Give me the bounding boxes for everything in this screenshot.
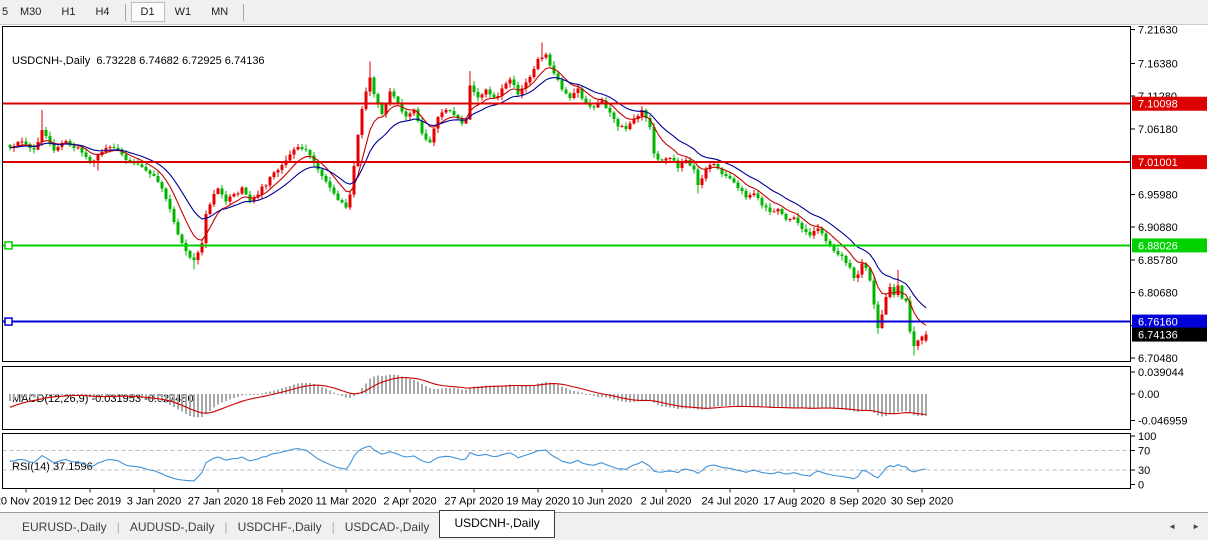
tab-usdchf-daily[interactable]: USDCHF-,Daily [237, 519, 322, 534]
panel-border [2, 26, 1131, 362]
tab-audusd-daily[interactable]: AUDUSD-,Daily [129, 519, 215, 534]
svg-text:30 Sep 2020: 30 Sep 2020 [891, 496, 953, 508]
level-price-tag [1132, 314, 1207, 329]
chart-window: USDCNH-,Daily 6.73228 6.74682 6.72925 6.… [0, 24, 1208, 512]
svg-text:27 Jan 2020: 27 Jan 2020 [188, 496, 249, 508]
svg-text:27 Apr 2020: 27 Apr 2020 [444, 496, 503, 508]
panel-border [2, 366, 1131, 430]
ma-fast-line [9, 67, 927, 326]
candlestick-series [8, 42, 928, 356]
tab-scroll-left-icon[interactable]: ◄ [1168, 522, 1177, 531]
svg-text:19 May 2020: 19 May 2020 [506, 496, 570, 508]
svg-text:7.16380: 7.16380 [1138, 58, 1178, 70]
tab-separator: | [224, 519, 228, 534]
svg-text:6.70480: 6.70480 [1138, 353, 1178, 365]
level-price-tag [1132, 155, 1207, 170]
svg-text:6.74136: 6.74136 [1138, 330, 1178, 342]
svg-text:12 Dec 2019: 12 Dec 2019 [59, 496, 121, 508]
rsi-line [9, 445, 927, 482]
macd-signal-line [9, 377, 927, 416]
timeframe-mn-button[interactable]: MN [201, 2, 238, 22]
tab-eurusd-daily[interactable]: EURUSD-,Daily [22, 519, 107, 534]
level-drag-handle[interactable] [4, 317, 13, 326]
panel-border [2, 433, 1131, 489]
tab-scroll-right-icon[interactable]: ► [1192, 522, 1200, 531]
tab-scroll-arrows: ◄ ► [1168, 522, 1200, 531]
svg-text:6.88026: 6.88026 [1138, 240, 1178, 252]
timeframe-w1-button[interactable]: W1 [165, 2, 202, 22]
tab-separator: | [331, 519, 335, 534]
macd-panel [9, 374, 927, 418]
svg-text:100: 100 [1138, 431, 1156, 443]
svg-text:0.00: 0.00 [1138, 389, 1159, 401]
svg-text:7.06180: 7.06180 [1138, 124, 1178, 136]
svg-text:18 Feb 2020: 18 Feb 2020 [251, 496, 313, 508]
svg-text:17 Aug 2020: 17 Aug 2020 [763, 496, 825, 508]
svg-text:7.01001: 7.01001 [1138, 157, 1178, 169]
svg-text:3 Jan 2020: 3 Jan 2020 [127, 496, 181, 508]
chart-title-ohlc: USDCNH-,Daily 6.73228 6.74682 6.72925 6.… [12, 55, 265, 67]
svg-text:30: 30 [1138, 465, 1150, 477]
current-price-tag [1132, 327, 1207, 342]
svg-text:10 Jun 2020: 10 Jun 2020 [572, 496, 633, 508]
timeframe-h1-button[interactable]: H1 [51, 2, 85, 22]
svg-text:6.95980: 6.95980 [1138, 189, 1178, 201]
symbol-tab-bar: EURUSD-,Daily | AUDUSD-,Daily | USDCHF-,… [0, 509, 1208, 540]
timeframe-m30-button[interactable]: M30 [10, 2, 51, 22]
svg-text:7.10098: 7.10098 [1138, 99, 1178, 111]
svg-text:-0.046959: -0.046959 [1138, 416, 1188, 428]
ma-slow-line [9, 77, 927, 309]
level-drag-handle[interactable] [4, 241, 13, 250]
toolbar-separator [243, 3, 245, 21]
timeframe-toolbar: 5 M30 H1 H4 D1 W1 MN [0, 0, 1208, 25]
date-axis[interactable]: 20 Nov 2019 12 Dec 2019 3 Jan 2020 27 Jan 2… [0, 488, 953, 508]
svg-text:6.85780: 6.85780 [1138, 255, 1178, 267]
main-price-panel [2, 42, 1131, 356]
timeframe-h4-button[interactable]: H4 [85, 2, 119, 22]
svg-text:0.039044: 0.039044 [1138, 367, 1184, 379]
level-price-tag [1132, 238, 1207, 253]
svg-text:24 Jul 2020: 24 Jul 2020 [702, 496, 759, 508]
svg-text:6.76160: 6.76160 [1138, 317, 1178, 329]
svg-text:0: 0 [1138, 480, 1144, 492]
svg-text:20 Nov 2019: 20 Nov 2019 [0, 496, 57, 508]
tab-usdcad-daily[interactable]: USDCAD-,Daily [344, 519, 430, 534]
svg-text:6.90880: 6.90880 [1138, 222, 1178, 234]
tab-usdcnh-daily[interactable]: USDCNH-,Daily [439, 509, 555, 538]
toolbar-separator [124, 3, 126, 21]
price-axis[interactable]: 7.216307.163807.112807.061806.959806.908… [1131, 25, 1207, 492]
svg-text:2 Apr 2020: 2 Apr 2020 [383, 496, 436, 508]
svg-text:2 Jul 2020: 2 Jul 2020 [641, 496, 692, 508]
svg-text:11 Mar 2020: 11 Mar 2020 [316, 496, 377, 508]
rsi-panel [2, 445, 1131, 482]
level-price-tag [1132, 96, 1207, 111]
timeframe-d1-button[interactable]: D1 [130, 2, 165, 22]
svg-text:6.80680: 6.80680 [1138, 288, 1178, 300]
svg-text:8 Sep 2020: 8 Sep 2020 [830, 496, 886, 508]
svg-text:70: 70 [1138, 446, 1150, 458]
timeframe-m5-button[interactable]: 5 [0, 2, 10, 22]
tab-separator: | [116, 519, 120, 534]
svg-text:7.21630: 7.21630 [1138, 25, 1178, 37]
